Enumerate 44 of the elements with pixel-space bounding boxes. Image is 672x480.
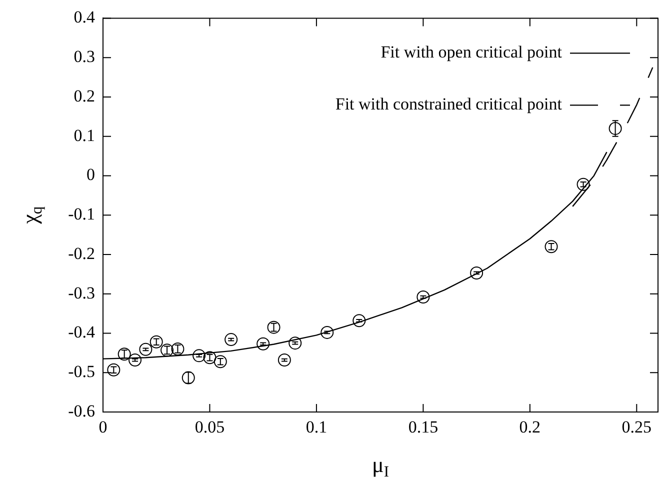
point [192,349,206,362]
y-tick-label: 0.4 [74,8,96,27]
point [576,178,590,191]
point [128,354,142,367]
point [224,333,238,346]
y-tick-label: 0.3 [74,47,95,66]
y-tick-label: -0.6 [68,401,95,420]
y-tick-label: -0.4 [68,322,96,342]
y-tick-label: -0.2 [68,244,95,263]
point [416,290,430,304]
x-tick-label: 0.1 [306,418,328,437]
point [267,320,280,334]
x-tick-label: 0.2 [519,418,541,437]
y-tick-label: -0.1 [68,204,95,224]
legend-label: Fit with open critical point [380,42,562,62]
point [256,337,270,350]
point [608,122,622,135]
x-tick-label: 0.15 [408,418,438,437]
x-tick-label: 0.05 [194,418,225,437]
point [544,240,558,254]
y-tick-label: 0.2 [74,86,95,106]
point [278,354,291,367]
point [171,342,184,356]
point [139,342,152,356]
point [320,326,334,339]
x-tick-label: 0.25 [622,418,652,437]
point [214,355,227,368]
point [352,314,366,328]
y-axis-title: χq [16,206,46,225]
legend-label: Fit with constrained critical point [335,94,562,114]
point [107,363,120,376]
y-tick-label: -0.3 [68,283,95,302]
point [182,371,195,384]
y-tick-label: 0.1 [74,126,95,145]
point [150,335,163,348]
point [118,348,131,361]
point [470,266,484,280]
point [288,336,302,350]
x-tick-label: 0 [98,418,108,437]
y-tick-label: -0.5 [68,362,95,382]
point [203,351,216,364]
line-series [572,66,654,208]
y-tick-label: 0 [86,165,95,184]
point [160,344,174,357]
